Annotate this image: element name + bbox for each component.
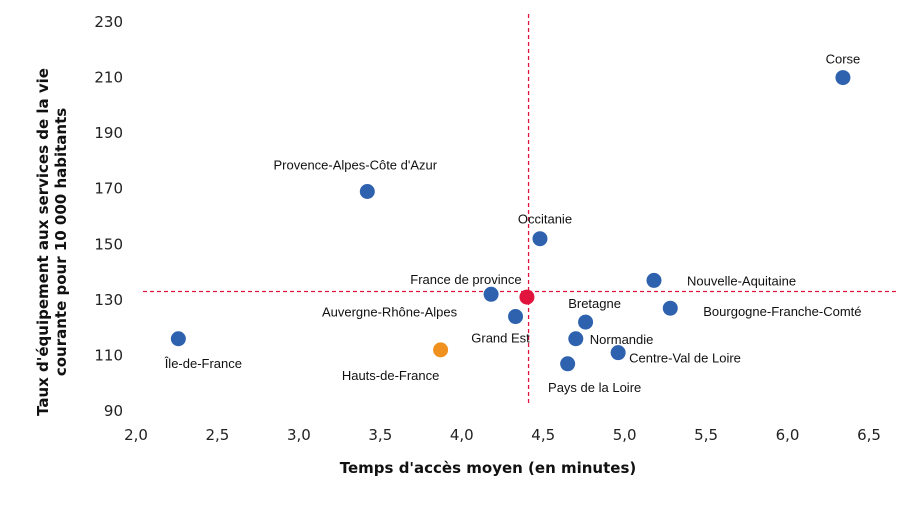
x-tick-label: 4,0	[450, 426, 474, 444]
point-labels: Corse Provence-Alpes-Côte d'Azur Occitanie…	[164, 52, 862, 395]
y-tick-label: 150	[94, 235, 123, 253]
point-bretagne	[578, 314, 594, 330]
point-label: Occitanie	[518, 212, 572, 227]
point-label: Centre-Val de Loire	[629, 351, 741, 366]
point-centre-val-de-loire	[610, 345, 626, 361]
point-label: Grand Est	[471, 331, 530, 346]
y-tick-label: 170	[94, 180, 123, 198]
point-label: Provence-Alpes-Côte d'Azur	[273, 157, 437, 172]
point-label: France de province	[410, 272, 521, 287]
point-label: Normandie	[590, 332, 654, 347]
point-label: Nouvelle-Aquitaine	[687, 273, 796, 288]
point-label: Bretagne	[568, 296, 621, 311]
point-label: Hauts-de-France	[342, 368, 440, 383]
point-label: Pays de la Loire	[548, 380, 641, 395]
point-corse	[835, 70, 851, 86]
data-points	[170, 70, 851, 372]
y-axis-title-line1: Taux d'équipement aux services de la vie	[34, 68, 52, 416]
x-tick-label: 2,0	[124, 426, 148, 444]
y-tick-label: 210	[94, 69, 123, 87]
x-tick-label: 3,0	[287, 426, 311, 444]
x-tick-label: 6,5	[857, 426, 881, 444]
x-tick-labels: 2,0 2,5 3,0 3,5 4,0 4,5 5,0 5,5 6,0 6,5	[124, 426, 881, 444]
point-label: Auvergne-Rhône-Alpes	[322, 304, 458, 319]
point-occitanie	[532, 231, 548, 247]
point-nouvelle-aquitaine	[646, 272, 662, 288]
x-tick-label: 6,0	[776, 426, 800, 444]
point-auvergne-rh-ne-alpes	[483, 286, 499, 302]
point-grand-est	[508, 309, 524, 325]
point-provence-alpes-c-te-d-azur	[359, 183, 375, 199]
y-axis-title-line2: courante pour 10 000 habitants	[52, 108, 70, 376]
point--le-de-france	[170, 331, 186, 347]
x-tick-label: 5,0	[613, 426, 637, 444]
y-tick-labels: 90 110 130 150 170 190 210 230	[94, 13, 123, 420]
x-tick-label: 2,5	[206, 426, 230, 444]
y-axis-title: Taux d'équipement aux services de la vie…	[34, 68, 70, 416]
y-tick-label: 130	[94, 291, 123, 309]
point-normandie	[568, 331, 584, 347]
x-tick-label: 3,5	[368, 426, 392, 444]
point-bourgogne-franche-comt-	[662, 300, 678, 316]
y-tick-label: 190	[94, 124, 123, 142]
reference-lines	[143, 14, 898, 405]
point-hauts-de-france	[433, 342, 449, 358]
x-tick-label: 4,5	[531, 426, 555, 444]
y-tick-label: 90	[104, 402, 123, 420]
point-label: Île-de-France	[164, 356, 242, 371]
y-tick-label: 230	[94, 13, 123, 31]
point-france-de-province	[519, 289, 535, 305]
x-tick-label: 5,5	[694, 426, 718, 444]
point-label: Corse	[826, 52, 861, 67]
x-axis-title: Temps d'accès moyen (en minutes)	[340, 459, 636, 477]
point-label: Bourgogne-Franche-Comté	[703, 304, 861, 319]
y-tick-label: 110	[94, 346, 123, 364]
point-pays-de-la-loire	[560, 356, 576, 372]
